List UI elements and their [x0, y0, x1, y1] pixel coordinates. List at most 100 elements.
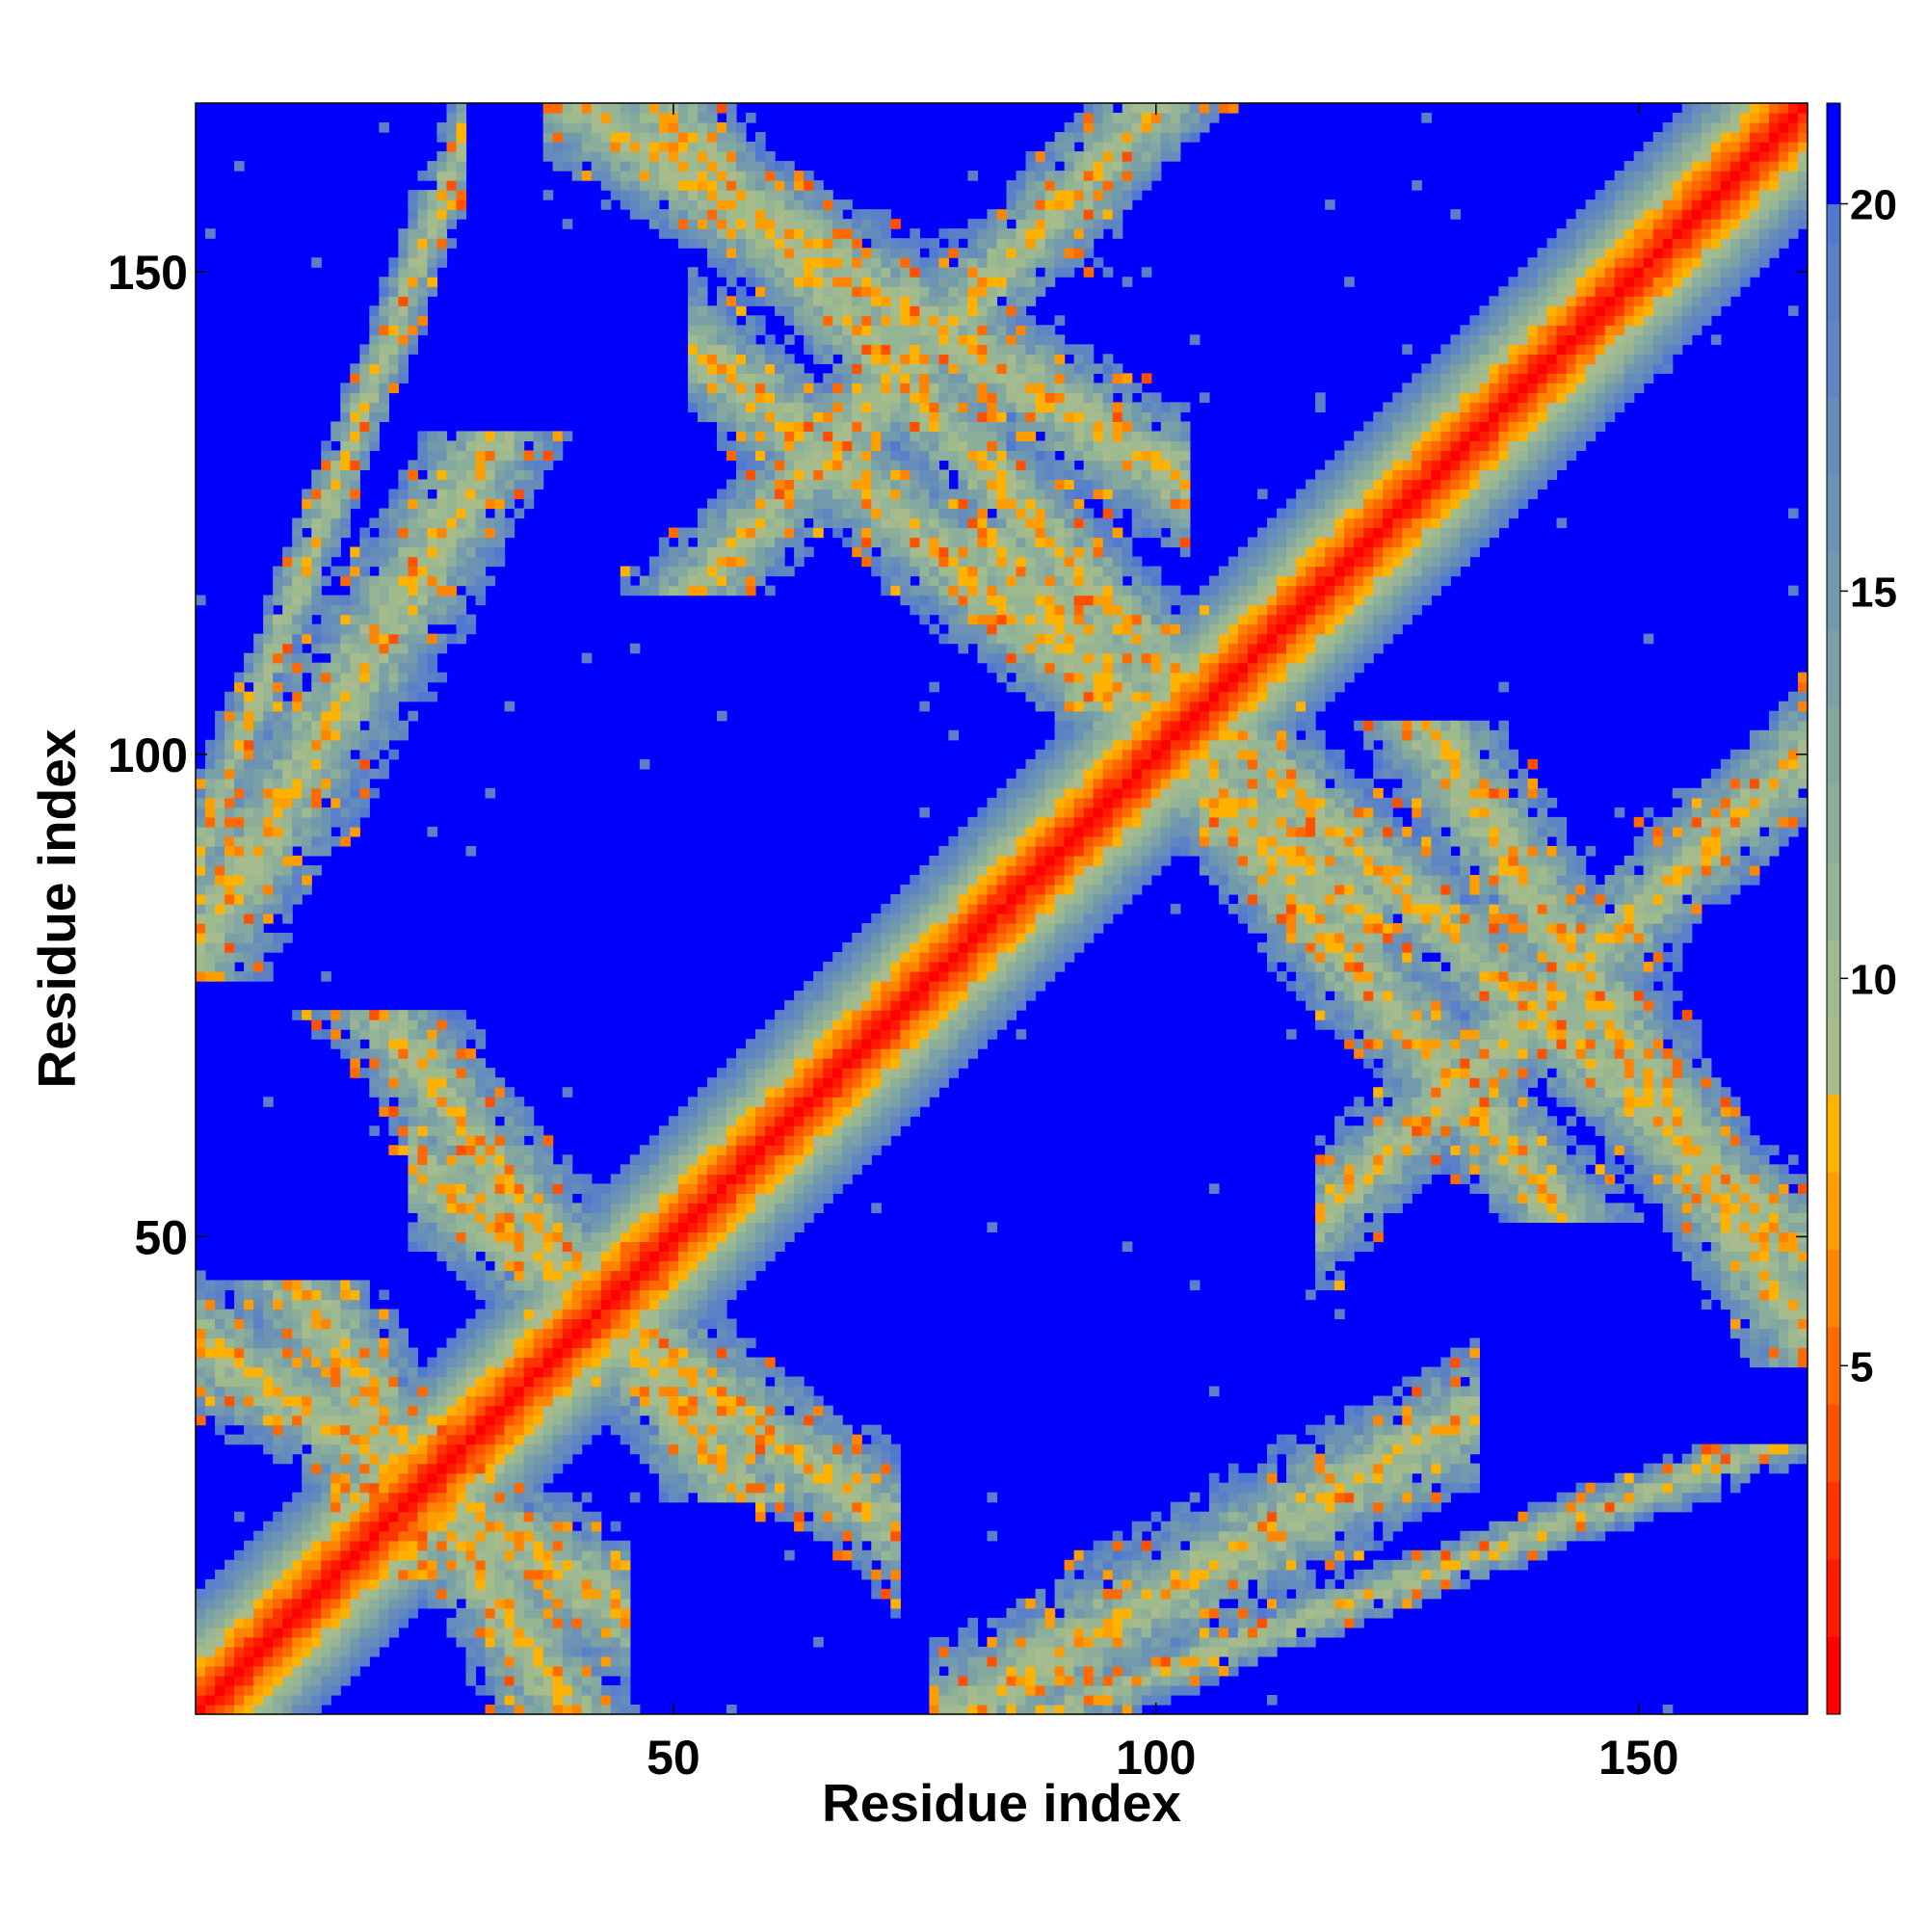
- heatmap-cell: [804, 1058, 814, 1069]
- heatmap-cell: [794, 1174, 805, 1184]
- heatmap-cell: [302, 489, 312, 500]
- heatmap-cell: [321, 701, 331, 712]
- heatmap-cell: [504, 1665, 515, 1677]
- heatmap-cell: [311, 1588, 322, 1600]
- heatmap-cell: [804, 479, 814, 490]
- heatmap-cell: [282, 1617, 293, 1628]
- heatmap-cell: [369, 411, 380, 422]
- heatmap-cell: [832, 1135, 843, 1146]
- heatmap-cell: [726, 1347, 737, 1359]
- heatmap-cell: [273, 1607, 283, 1619]
- heatmap-cell: [610, 1183, 621, 1194]
- heatmap-cell: [784, 1068, 795, 1078]
- heatmap-cell: [552, 1231, 564, 1243]
- heatmap-cell: [765, 1472, 776, 1484]
- heatmap-cell: [591, 1347, 602, 1359]
- heatmap-cell: [697, 1424, 708, 1436]
- heatmap-cell: [379, 1559, 389, 1571]
- heatmap-cell: [706, 142, 718, 152]
- heatmap-cell: [311, 1328, 322, 1339]
- heatmap-cell: [398, 1415, 409, 1426]
- heatmap-cell: [581, 1704, 593, 1715]
- heatmap-cell: [600, 1299, 612, 1310]
- heatmap-cell: [620, 1376, 631, 1388]
- heatmap-cell: [311, 1424, 322, 1436]
- heatmap-cell: [398, 1068, 409, 1078]
- heatmap-cell: [398, 498, 409, 510]
- heatmap-cell: [794, 228, 805, 239]
- heatmap-cell: [794, 305, 805, 316]
- heatmap-cell: [765, 546, 776, 558]
- heatmap-cell: [823, 277, 833, 287]
- heatmap-cell: [648, 1260, 660, 1272]
- heatmap-cell: [542, 1684, 554, 1696]
- heatmap-cell: [224, 739, 235, 751]
- heatmap-cell: [446, 219, 458, 229]
- heatmap-cell: [697, 1222, 708, 1232]
- heatmap-cell: [562, 1434, 573, 1445]
- heatmap-cell: [485, 1578, 496, 1590]
- heatmap-cell: [369, 1482, 380, 1494]
- heatmap-cell: [446, 1357, 458, 1368]
- heatmap-cell: [706, 1289, 718, 1301]
- heatmap-cell: [571, 1395, 583, 1407]
- heatmap-cell: [475, 1501, 487, 1513]
- heatmap-cell: [292, 1569, 303, 1580]
- heatmap-cell: [311, 1299, 322, 1310]
- heatmap-cell: [398, 546, 409, 558]
- heatmap-cell: [234, 701, 245, 712]
- heatmap-cell: [687, 1386, 699, 1397]
- heatmap-cell: [215, 749, 225, 760]
- heatmap-cell: [755, 1443, 766, 1455]
- heatmap-cell: [668, 1154, 679, 1165]
- heatmap-cell: [398, 277, 409, 287]
- heatmap-cell: [465, 479, 477, 490]
- heatmap-cell: [514, 1578, 525, 1590]
- heatmap-cell: [755, 1376, 766, 1388]
- heatmap-cell: [542, 1366, 554, 1378]
- heatmap-cell: [813, 1193, 824, 1204]
- heatmap-cell: [765, 257, 776, 268]
- heatmap-cell: [562, 219, 573, 229]
- heatmap-cell: [398, 604, 409, 616]
- heatmap-cell: [523, 1415, 535, 1426]
- heatmap-cell: [359, 739, 370, 751]
- heatmap-cell: [282, 1434, 293, 1445]
- heatmap-cell: [205, 739, 216, 751]
- heatmap-cell: [775, 1463, 785, 1474]
- heatmap-cell: [552, 1530, 564, 1542]
- heatmap-cell: [823, 1010, 833, 1020]
- heatmap-cell: [823, 267, 833, 278]
- heatmap-cell: [755, 460, 766, 471]
- heatmap-cell: [736, 1231, 747, 1243]
- heatmap-cell: [726, 315, 737, 326]
- heatmap-cell: [302, 1376, 312, 1388]
- heatmap-cell: [340, 1318, 351, 1330]
- heatmap-cell: [234, 161, 245, 172]
- heatmap-cell: [746, 1193, 756, 1204]
- heatmap-cell: [379, 334, 389, 345]
- heatmap-cell: [350, 758, 360, 770]
- heatmap-cell: [359, 1395, 370, 1407]
- heatmap-cell: [629, 1289, 641, 1301]
- heatmap-cell: [465, 1347, 477, 1359]
- heatmap-cell: [562, 1694, 573, 1706]
- heatmap-cell: [794, 1521, 805, 1532]
- heatmap-cell: [456, 1395, 467, 1407]
- heatmap-cell: [533, 1482, 544, 1494]
- heatmap-cell: [340, 1472, 351, 1484]
- heatmap-cell: [668, 1212, 679, 1223]
- heatmap-cell: [388, 1116, 399, 1126]
- heatmap-cell: [504, 517, 515, 529]
- heatmap-cell: [379, 1627, 389, 1638]
- heatmap-cell: [658, 1203, 670, 1213]
- heatmap-cell: [746, 325, 756, 335]
- heatmap-cell: [736, 402, 747, 412]
- heatmap-cell: [794, 392, 805, 403]
- heatmap-cell: [292, 517, 303, 529]
- heatmap-cell: [542, 1231, 554, 1243]
- heatmap-cell: [668, 1386, 679, 1397]
- heatmap-cell: [823, 498, 833, 510]
- heatmap-cell: [408, 1019, 419, 1030]
- heatmap-cell: [388, 1029, 399, 1040]
